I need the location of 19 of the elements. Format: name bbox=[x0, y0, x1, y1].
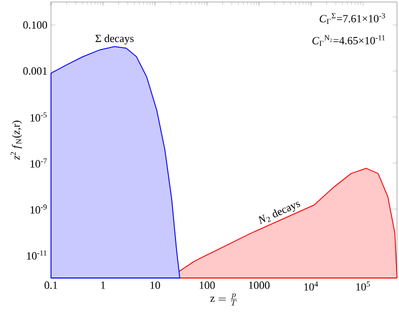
series-label: Σ decays bbox=[96, 34, 134, 44]
x-tick-label: 100 bbox=[200, 282, 215, 289]
annotation: C$_{Γ}$$^{N₂}$=4.65×10$^{-11}$ bbox=[312, 35, 385, 46]
y-tick-label: 10$^{-9}$ bbox=[30, 204, 47, 214]
y-tick-label: 10$^{-7}$ bbox=[30, 158, 47, 168]
x-tick-label: 10 bbox=[150, 282, 160, 289]
x-tick-label: 10$^{5}$ bbox=[356, 282, 370, 291]
y-tick-label: 10$^{-11}$ bbox=[27, 250, 47, 260]
y-tick-label: 10$^{-5}$ bbox=[30, 112, 47, 122]
annotation: C$_{Γ}$$^{Σ}$=7.61×10$^{-3}$ bbox=[320, 13, 385, 24]
y-axis-title: z$^{2}$ f$_{N}$(z,r) bbox=[10, 120, 22, 160]
x-axis-title: $\mathrm{z}=\frac{p}{T}$ bbox=[210, 293, 237, 306]
y-tick-label: 0.100 bbox=[23, 21, 48, 29]
x-tick-label: 0.1 bbox=[44, 282, 58, 289]
x-tick-label: 1000 bbox=[249, 282, 270, 289]
x-tick-label: 1 bbox=[101, 282, 106, 289]
x-tick-label: 10$^{4}$ bbox=[304, 282, 318, 291]
y-tick-label: 0.001 bbox=[23, 67, 47, 75]
text: N$_{2}$ decays bbox=[258, 202, 300, 224]
